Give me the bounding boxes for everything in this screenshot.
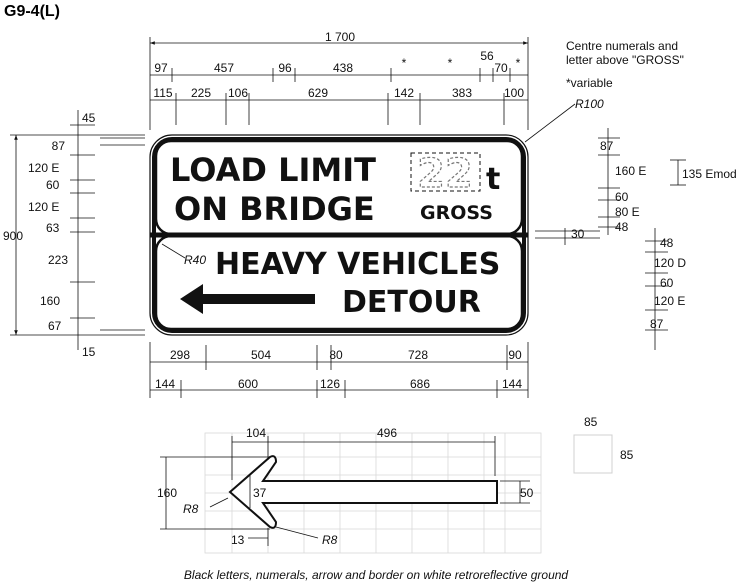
dim-total-width: 1 700 <box>325 30 355 44</box>
dim-top-row1-3: 438 <box>333 61 353 75</box>
load-unit: t <box>486 162 500 197</box>
dim-top-row1-2: 96 <box>278 61 292 75</box>
top-dimensions <box>149 37 529 130</box>
bottom-dimensions <box>149 342 529 398</box>
label-radius-inner: R40 <box>184 253 206 267</box>
dim-top-row2-0: 115 <box>153 86 172 100</box>
dim-bottom-row2-0: 144 <box>155 377 175 391</box>
dim-right-upper-3: 60 <box>615 190 629 204</box>
dim-right-gap: 30 <box>571 227 585 241</box>
dim-left-4: 120 E <box>28 200 59 214</box>
dim-right-upper-5: 48 <box>615 220 629 234</box>
dim-right-upper-0: 87 <box>600 139 614 153</box>
arrow-dim-0: 104 <box>246 426 266 440</box>
dim-top-row1-5: * <box>448 56 453 70</box>
dim-left-7: 160 <box>40 294 60 308</box>
dim-top-row1-1: 457 <box>214 61 234 75</box>
arrow-dim-2: 160 <box>157 486 177 500</box>
dim-top-row2-5: 383 <box>452 86 472 100</box>
dim-top-row2-3: 629 <box>308 86 328 100</box>
dim-right-lower-1: 120 D <box>654 256 686 270</box>
dim-left-8: 67 <box>48 319 62 333</box>
sign-panel <box>149 134 529 336</box>
dim-top-row1-0: 97 <box>154 61 168 75</box>
label-radius-outer: R100 <box>575 97 604 111</box>
footer-note: Black letters, numerals, arrow and borde… <box>184 568 569 582</box>
dim-right-upper-4: 80 E <box>615 205 640 219</box>
sign-line-load-limit: LOAD LIMIT <box>170 151 376 189</box>
dim-height: 900 <box>3 229 23 243</box>
arrow-dim-1: 496 <box>377 426 397 440</box>
dim-bottom-row1-1: 504 <box>251 348 271 362</box>
dim-left-2: 120 E <box>28 161 59 175</box>
arrow-dim-5: 13 <box>231 533 245 547</box>
numeral-box <box>410 152 481 192</box>
dim-top-row1-8: * <box>516 56 521 70</box>
dim-left-6: 223 <box>48 253 68 267</box>
dim-right-lower-0: 48 <box>660 236 674 250</box>
dim-top-row2-6: 100 <box>504 86 524 100</box>
arrow-dim-6: R8 <box>183 502 199 516</box>
dim-bottom-row2-1: 600 <box>238 377 258 391</box>
dim-top-row2-1: 225 <box>191 86 211 100</box>
sign-line-heavy-vehicles: HEAVY VEHICLES <box>215 247 500 282</box>
dim-bottom-row1-2: 80 <box>329 348 343 362</box>
grid-label-top: 85 <box>584 415 598 429</box>
dim-bottom-row2-2: 126 <box>320 377 340 391</box>
sign-line-detour: DETOUR <box>342 285 481 320</box>
arrow-outline-icon <box>228 455 498 529</box>
note-variable: *variable <box>566 76 613 90</box>
gross-label: GROSS <box>420 202 493 224</box>
note-centre-2: letter above "GROSS" <box>566 53 684 67</box>
dim-bottom-row1-3: 728 <box>408 348 428 362</box>
arrow-dim-4: 50 <box>520 486 534 500</box>
left-arrow-icon <box>180 284 315 314</box>
dim-left-5: 63 <box>46 221 60 235</box>
dim-top-row1-4: * <box>402 56 407 70</box>
dim-bottom-row2-3: 686 <box>410 377 430 391</box>
dim-left-0: 45 <box>82 111 96 125</box>
dim-left-9: 15 <box>82 345 96 359</box>
dim-bottom-row1-0: 298 <box>170 348 190 362</box>
dim-left-1: 87 <box>52 139 66 153</box>
dim-right-upper-2: 135 Emod <box>682 167 737 181</box>
dim-right-lower-2: 60 <box>660 276 674 290</box>
left-dimensions <box>10 110 145 350</box>
dim-bottom-row1-4: 90 <box>508 348 522 362</box>
sign-line-on-bridge: ON BRIDGE <box>174 190 375 228</box>
dim-top-row2-2: 106 <box>228 86 248 100</box>
arrow-dim-3: 37 <box>253 486 267 500</box>
leader-radius-inner <box>161 243 186 259</box>
note-centre-1: Centre numerals and <box>566 39 678 53</box>
load-numeral: 22 <box>417 151 473 197</box>
dim-bottom-row2-4: 144 <box>502 377 522 391</box>
leader-radius <box>524 103 576 143</box>
right-dimensions <box>535 128 686 350</box>
grid-label-right: 85 <box>620 448 634 462</box>
dim-top-row2-4: 142 <box>394 86 414 100</box>
arrow-dim-7: R8 <box>322 533 338 547</box>
grid-scale-square <box>573 434 613 474</box>
dim-right-upper-1: 160 E <box>615 164 646 178</box>
dim-right-lower-4: 87 <box>650 317 664 331</box>
dim-top-row1-7: 70 <box>494 61 508 75</box>
dim-right-lower-3: 120 E <box>654 294 685 308</box>
arrow-dimensions <box>160 436 530 546</box>
sign-code: G9-4(L) <box>4 3 60 20</box>
dim-left-3: 60 <box>46 178 60 192</box>
dim-top-row1-6: 56 <box>480 49 494 63</box>
